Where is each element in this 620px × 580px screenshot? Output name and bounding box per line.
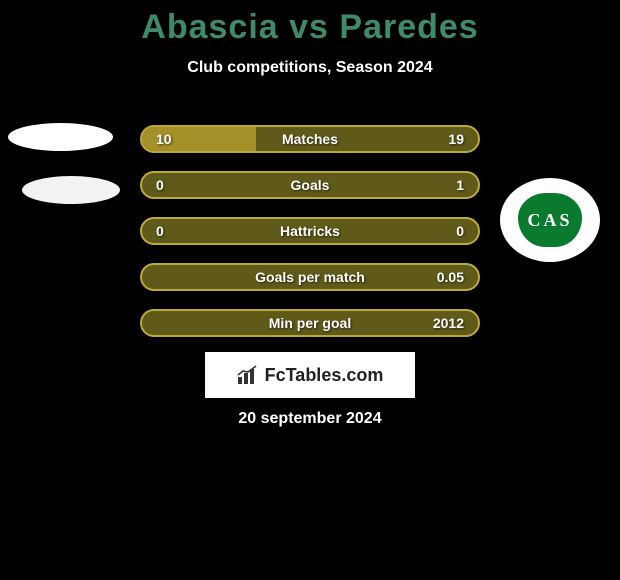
stat-row: 2012Min per goal xyxy=(140,309,480,337)
left-team-oval-1 xyxy=(8,123,113,151)
stat-row: 01Goals xyxy=(140,171,480,199)
stat-label: Min per goal xyxy=(142,315,478,331)
stat-label: Matches xyxy=(142,131,478,147)
stat-row: 1019Matches xyxy=(140,125,480,153)
bar-chart-icon xyxy=(237,365,259,385)
page-title: Abascia vs Paredes xyxy=(0,0,620,47)
stat-label: Hattricks xyxy=(142,223,478,239)
stat-label: Goals per match xyxy=(142,269,478,285)
stat-row: 0.05Goals per match xyxy=(140,263,480,291)
stat-label: Goals xyxy=(142,177,478,193)
fctables-badge[interactable]: FcTables.com xyxy=(205,352,415,398)
left-team-oval-2 xyxy=(22,176,120,204)
stat-row: 00Hattricks xyxy=(140,217,480,245)
subtitle: Club competitions, Season 2024 xyxy=(0,59,620,77)
right-team-crest: CAS xyxy=(500,178,600,262)
fctables-label: FcTables.com xyxy=(265,365,384,386)
shield-icon: CAS xyxy=(514,189,586,251)
date-label: 20 september 2024 xyxy=(0,410,620,428)
